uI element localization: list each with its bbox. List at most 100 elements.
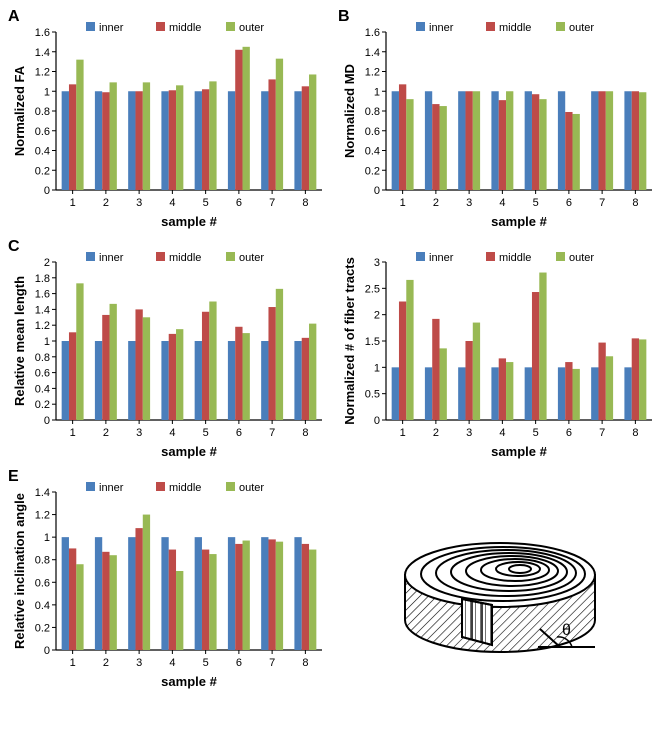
- svg-text:0.4: 0.4: [365, 146, 380, 158]
- svg-text:7: 7: [269, 427, 275, 439]
- svg-text:5: 5: [203, 197, 209, 209]
- svg-text:0.4: 0.4: [35, 146, 50, 158]
- svg-text:0.6: 0.6: [35, 126, 50, 138]
- svg-text:sample #: sample #: [161, 674, 217, 689]
- svg-text:3: 3: [466, 427, 472, 439]
- svg-text:5: 5: [203, 427, 209, 439]
- svg-text:Relative inclination angle: Relative inclination angle: [12, 493, 27, 649]
- svg-text:1.6: 1.6: [35, 289, 50, 301]
- svg-text:4: 4: [169, 427, 175, 439]
- svg-text:sample #: sample #: [161, 214, 217, 229]
- svg-text:7: 7: [269, 197, 275, 209]
- svg-text:2: 2: [44, 257, 50, 269]
- svg-text:6: 6: [566, 427, 572, 439]
- panel-label-B: B: [338, 8, 350, 26]
- chart-B: 00.20.40.60.811.21.41.612345678sample #N…: [340, 10, 660, 230]
- svg-text:sample #: sample #: [491, 214, 547, 229]
- svg-text:1.4: 1.4: [35, 487, 50, 499]
- panel-label-E: E: [8, 468, 19, 486]
- svg-text:0.8: 0.8: [35, 352, 50, 364]
- svg-text:0.8: 0.8: [35, 106, 50, 118]
- svg-text:1.6: 1.6: [365, 27, 380, 39]
- svg-text:5: 5: [533, 197, 539, 209]
- svg-text:0: 0: [44, 185, 50, 197]
- svg-text:1.6: 1.6: [35, 27, 50, 39]
- svg-text:4: 4: [499, 197, 505, 209]
- svg-text:8: 8: [632, 427, 638, 439]
- svg-text:0.4: 0.4: [35, 600, 50, 612]
- chart-C: 00.20.40.60.811.21.41.61.8212345678sampl…: [10, 240, 330, 460]
- panel-C: C 00.20.40.60.811.21.41.61.8212345678sam…: [10, 240, 330, 460]
- svg-text:outer: outer: [239, 22, 264, 34]
- svg-text:6: 6: [566, 197, 572, 209]
- svg-text:1.2: 1.2: [35, 67, 50, 79]
- svg-text:outer: outer: [239, 482, 264, 494]
- svg-text:inner: inner: [99, 252, 124, 264]
- svg-text:outer: outer: [569, 22, 594, 34]
- panel-label-A: A: [8, 8, 20, 26]
- svg-text:middle: middle: [169, 252, 201, 264]
- svg-text:0.5: 0.5: [365, 389, 380, 401]
- svg-text:inner: inner: [429, 22, 454, 34]
- svg-text:7: 7: [269, 657, 275, 669]
- svg-text:0.2: 0.2: [35, 622, 50, 634]
- svg-text:1: 1: [70, 197, 76, 209]
- svg-text:6: 6: [236, 657, 242, 669]
- svg-text:Normalized FA: Normalized FA: [12, 65, 27, 156]
- svg-text:1.4: 1.4: [35, 47, 50, 59]
- svg-text:0.8: 0.8: [35, 555, 50, 567]
- svg-text:1.4: 1.4: [365, 47, 380, 59]
- svg-text:2: 2: [374, 310, 380, 322]
- svg-text:0: 0: [374, 415, 380, 427]
- svg-text:0.2: 0.2: [365, 165, 380, 177]
- svg-text:0: 0: [44, 415, 50, 427]
- svg-text:2: 2: [103, 657, 109, 669]
- svg-text:1.2: 1.2: [35, 510, 50, 522]
- svg-text:middle: middle: [499, 252, 531, 264]
- svg-text:8: 8: [302, 197, 308, 209]
- svg-text:1: 1: [44, 336, 50, 348]
- svg-text:0.6: 0.6: [35, 368, 50, 380]
- svg-text:1: 1: [400, 427, 406, 439]
- svg-text:3: 3: [136, 197, 142, 209]
- svg-text:1.4: 1.4: [35, 304, 50, 316]
- svg-text:7: 7: [599, 427, 605, 439]
- svg-text:1: 1: [374, 86, 380, 98]
- svg-text:Normalized MD: Normalized MD: [342, 64, 357, 158]
- svg-text:1.2: 1.2: [365, 67, 380, 79]
- svg-text:outer: outer: [569, 252, 594, 264]
- svg-text:4: 4: [169, 197, 175, 209]
- svg-text:8: 8: [302, 657, 308, 669]
- svg-text:1: 1: [70, 657, 76, 669]
- svg-text:0: 0: [44, 645, 50, 657]
- panel-B: B 00.20.40.60.811.21.41.612345678sample …: [340, 10, 660, 230]
- svg-text:sample #: sample #: [491, 444, 547, 459]
- svg-text:2: 2: [433, 197, 439, 209]
- panel-D: 00.511.522.5312345678sample #Normalized …: [340, 240, 660, 460]
- svg-text:6: 6: [236, 197, 242, 209]
- svg-text:6: 6: [236, 427, 242, 439]
- svg-text:1: 1: [44, 86, 50, 98]
- svg-text:0.2: 0.2: [35, 165, 50, 177]
- chart-E: 00.20.40.60.811.21.412345678sample #Rela…: [10, 470, 330, 690]
- svg-text:1: 1: [44, 532, 50, 544]
- svg-text:1.5: 1.5: [365, 336, 380, 348]
- svg-text:0.6: 0.6: [35, 577, 50, 589]
- svg-text:1: 1: [400, 197, 406, 209]
- chart-D: 00.511.522.5312345678sample #Normalized …: [340, 240, 660, 460]
- svg-text:middle: middle: [499, 22, 531, 34]
- panel-label-C: C: [8, 238, 20, 256]
- svg-text:1.2: 1.2: [35, 320, 50, 332]
- disc-diagram: θ: [340, 470, 660, 690]
- svg-text:2: 2: [433, 427, 439, 439]
- svg-text:inner: inner: [429, 252, 454, 264]
- svg-text:2.5: 2.5: [365, 283, 380, 295]
- svg-text:7: 7: [599, 197, 605, 209]
- svg-text:3: 3: [136, 657, 142, 669]
- svg-text:3: 3: [136, 427, 142, 439]
- chart-A: 00.20.40.60.811.21.41.612345678sample #N…: [10, 10, 330, 230]
- panel-E: E 00.20.40.60.811.21.412345678sample #Re…: [10, 470, 330, 690]
- svg-text:middle: middle: [169, 22, 201, 34]
- svg-text:2: 2: [103, 427, 109, 439]
- svg-text:0.8: 0.8: [365, 106, 380, 118]
